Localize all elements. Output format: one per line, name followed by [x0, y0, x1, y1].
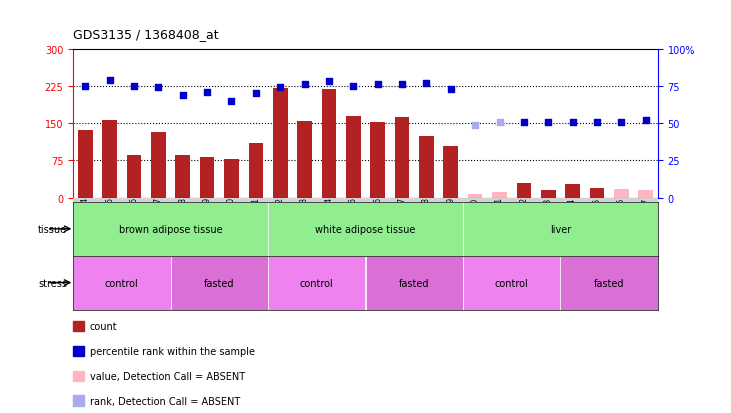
Text: stress: stress [38, 278, 67, 288]
Point [396, 82, 408, 88]
Text: liver: liver [550, 224, 571, 234]
Text: value, Detection Call = ABSENT: value, Detection Call = ABSENT [90, 371, 245, 381]
Text: tissue: tissue [38, 224, 67, 234]
Point [128, 83, 140, 90]
Bar [268, 202, 463, 256]
Point [323, 79, 335, 85]
Text: fasted: fasted [399, 278, 430, 288]
Bar [541, 191, 556, 198]
Bar [371, 123, 385, 198]
Text: fasted: fasted [204, 278, 235, 288]
Bar [170, 256, 268, 310]
Bar [175, 156, 190, 198]
Bar [249, 144, 263, 198]
Text: brown adipose tissue: brown adipose tissue [118, 224, 222, 234]
Bar [590, 188, 605, 198]
Point [493, 119, 505, 126]
Point [104, 78, 115, 84]
Bar [273, 89, 287, 198]
Bar [565, 184, 580, 198]
Text: control: control [105, 278, 139, 288]
Bar [492, 192, 507, 198]
Point [518, 119, 530, 126]
Point [591, 119, 603, 126]
Bar [268, 256, 366, 310]
Point [445, 86, 457, 93]
Text: control: control [300, 278, 333, 288]
Bar [73, 256, 170, 310]
Point [226, 98, 238, 105]
Text: white adipose tissue: white adipose tissue [315, 224, 416, 234]
Bar [463, 256, 561, 310]
Text: fasted: fasted [594, 278, 624, 288]
Text: percentile rank within the sample: percentile rank within the sample [90, 346, 255, 356]
Bar [126, 156, 141, 198]
Point [250, 91, 262, 97]
Bar [444, 146, 458, 198]
Point [469, 122, 481, 129]
Bar [517, 183, 531, 198]
Point [274, 85, 286, 92]
Bar [322, 90, 336, 198]
Point [153, 85, 164, 92]
Bar [78, 131, 93, 198]
Bar [298, 121, 312, 198]
Bar [468, 194, 482, 198]
Text: rank, Detection Call = ABSENT: rank, Detection Call = ABSENT [90, 396, 240, 406]
Bar [224, 159, 239, 198]
Bar [614, 189, 629, 198]
Point [616, 119, 627, 126]
Point [420, 81, 432, 87]
Bar [73, 202, 268, 256]
Bar [102, 121, 117, 198]
Point [201, 89, 213, 96]
Point [80, 83, 91, 90]
Point [177, 93, 189, 99]
Bar [366, 256, 463, 310]
Point [542, 119, 554, 126]
Bar [419, 137, 433, 198]
Bar [638, 191, 653, 198]
Point [299, 82, 311, 88]
Bar [395, 117, 409, 198]
Bar [561, 256, 658, 310]
Text: count: count [90, 321, 118, 331]
Bar [346, 116, 360, 198]
Point [347, 83, 359, 90]
Text: control: control [495, 278, 529, 288]
Point [567, 119, 578, 126]
Bar [200, 158, 214, 198]
Point [372, 82, 384, 88]
Text: GDS3135 / 1368408_at: GDS3135 / 1368408_at [73, 28, 219, 41]
Bar [463, 202, 658, 256]
Bar [151, 133, 166, 198]
Point [640, 118, 651, 124]
